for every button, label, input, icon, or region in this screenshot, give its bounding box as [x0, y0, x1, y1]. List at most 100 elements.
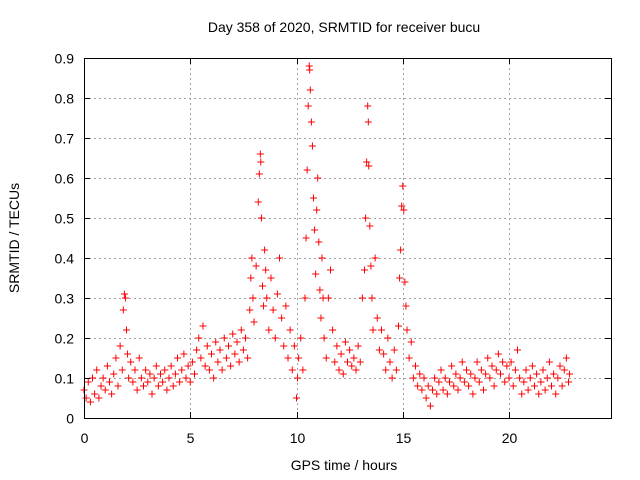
data-point	[503, 362, 511, 370]
data-point	[118, 366, 126, 374]
data-point	[471, 374, 479, 382]
data-point	[247, 274, 255, 282]
data-point	[352, 366, 360, 374]
data-point	[422, 394, 430, 402]
data-point	[267, 274, 275, 282]
data-point	[184, 362, 192, 370]
data-point	[382, 366, 390, 374]
data-point	[210, 374, 218, 382]
data-point	[140, 382, 147, 390]
data-point	[157, 370, 164, 378]
data-point	[254, 198, 262, 206]
plot-frame	[84, 58, 612, 419]
data-point	[520, 378, 528, 386]
data-point	[148, 390, 156, 398]
data-point	[560, 366, 568, 374]
data-point	[86, 398, 94, 406]
data-point	[409, 374, 417, 382]
data-point	[390, 346, 398, 354]
data-point	[137, 374, 145, 382]
data-point	[346, 346, 354, 354]
data-point	[125, 374, 133, 382]
data-point	[368, 294, 376, 302]
data-point	[310, 194, 317, 202]
data-point	[539, 366, 547, 374]
data-point	[114, 382, 122, 390]
data-point	[256, 150, 264, 158]
data-point	[280, 342, 288, 350]
y-tick-label: 0.3	[55, 291, 75, 307]
data-point	[261, 246, 269, 254]
data-point	[297, 334, 305, 342]
data-point	[339, 370, 347, 378]
data-point	[201, 362, 209, 370]
data-point	[407, 338, 415, 346]
data-point	[225, 342, 232, 350]
data-point	[365, 162, 373, 170]
data-point	[182, 374, 190, 382]
data-point	[433, 390, 441, 398]
data-point	[284, 354, 292, 362]
data-point	[320, 334, 328, 342]
data-point	[400, 206, 408, 214]
data-point	[395, 322, 402, 330]
data-point	[550, 370, 558, 378]
data-point	[237, 326, 245, 334]
data-point	[299, 366, 307, 374]
data-point	[337, 350, 345, 358]
data-point	[364, 102, 372, 110]
data-point	[518, 390, 526, 398]
data-point	[91, 390, 99, 398]
data-point	[426, 402, 434, 410]
data-point	[244, 354, 252, 362]
data-point	[195, 334, 203, 342]
data-point	[497, 370, 504, 378]
data-point	[324, 294, 332, 302]
data-point	[475, 378, 483, 386]
axis-ticks	[84, 58, 611, 419]
data-point	[286, 326, 294, 334]
data-point	[477, 366, 485, 374]
data-point	[239, 346, 247, 354]
y-tick-label: 0.9	[55, 51, 75, 67]
data-point	[375, 346, 383, 354]
data-point	[218, 366, 226, 374]
data-point	[401, 278, 409, 286]
data-point	[384, 334, 392, 342]
data-point	[257, 158, 265, 166]
data-point	[259, 282, 266, 290]
data-point	[514, 346, 521, 354]
data-point	[313, 206, 321, 214]
data-point	[110, 370, 118, 378]
data-point	[288, 366, 296, 374]
data-point	[93, 366, 101, 374]
y-tick-label: 0.2	[55, 331, 75, 347]
data-point	[522, 366, 530, 374]
data-point	[233, 338, 241, 346]
data-point	[89, 374, 96, 382]
data-point	[450, 382, 458, 390]
data-point	[490, 382, 498, 390]
data-point	[467, 370, 475, 378]
data-point	[307, 118, 315, 126]
data-point	[290, 342, 298, 350]
data-point	[208, 350, 215, 358]
data-point	[416, 370, 424, 378]
data-point	[144, 378, 152, 386]
data-point	[203, 342, 211, 350]
data-point	[229, 330, 237, 338]
data-points	[80, 62, 574, 410]
data-point	[531, 382, 538, 390]
data-point	[222, 354, 230, 362]
data-point	[373, 314, 381, 322]
y-tick-label: 0.8	[55, 91, 75, 107]
data-point	[473, 358, 481, 366]
data-point	[193, 346, 201, 354]
data-point	[293, 394, 300, 402]
data-point	[371, 254, 379, 262]
data-point	[308, 142, 316, 150]
data-point	[348, 362, 356, 370]
data-point	[386, 358, 394, 366]
data-point	[235, 358, 243, 366]
data-point	[159, 378, 167, 386]
